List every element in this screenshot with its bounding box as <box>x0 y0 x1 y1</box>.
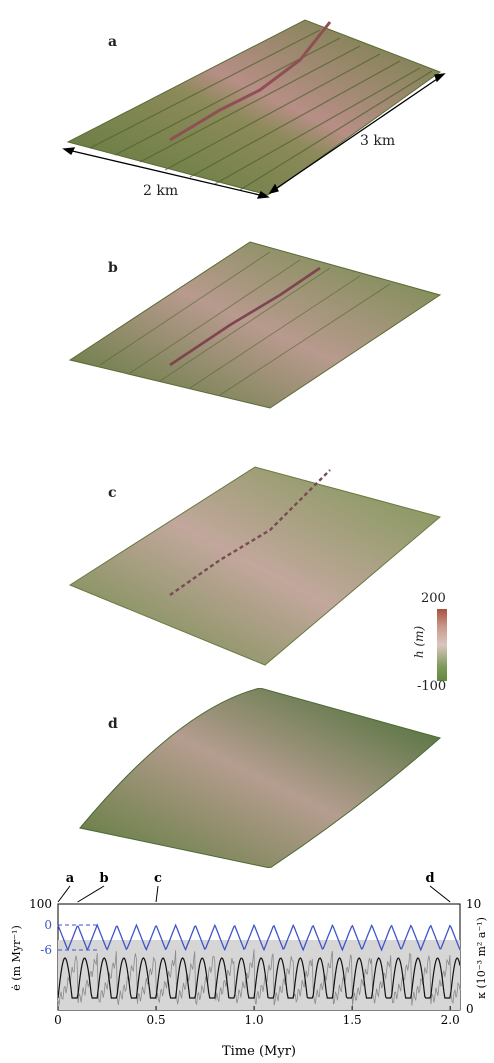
marker-arrow-d <box>429 885 451 903</box>
panel-d: d <box>0 688 494 868</box>
series-blue-line <box>57 923 461 952</box>
panel-b: b <box>0 230 494 430</box>
panel-a: a 2 km 3 <box>0 0 494 215</box>
panel-d-label: d <box>108 716 118 732</box>
shaded-band <box>58 940 460 1010</box>
x-tick-label: 0.5 <box>147 1013 166 1027</box>
colorbar-title: h (m) <box>412 625 427 659</box>
colorbar-min-label: -100 <box>417 679 447 694</box>
y-left-tick-neg6: -6 <box>40 943 52 957</box>
main-ridge-a <box>169 21 332 142</box>
terrain-a <box>62 19 446 199</box>
time-markers: a b c d <box>57 871 451 903</box>
main-ridge-b <box>169 266 321 367</box>
marker-arrow-b <box>77 885 105 903</box>
marker-arrow-c <box>155 885 159 903</box>
terrain-surface-c <box>68 466 442 666</box>
panel-c: c <box>0 455 494 670</box>
terrain-d <box>79 688 442 868</box>
series-black-line <box>57 957 461 999</box>
marker-label-c: c <box>154 871 162 886</box>
panel-a-label: a <box>108 34 118 50</box>
series-group <box>57 923 461 1006</box>
width-dimension-label: 2 km <box>143 183 179 199</box>
terrain-surface-d <box>79 688 442 868</box>
y-right-tick-10: 10 <box>466 897 481 911</box>
panel-b-label: b <box>108 260 118 276</box>
terrain-surface-b <box>68 241 442 409</box>
y-left-tick-0: 0 <box>44 918 52 932</box>
x-tick-label: 0 <box>54 1013 62 1027</box>
x-ticks: 0 0.5 1.0 1.5 2.0 <box>54 1006 460 1027</box>
panel-c-label: c <box>108 485 117 501</box>
terrain-surface-a <box>66 19 442 196</box>
colorbar-max-label: 200 <box>421 591 446 606</box>
y-left-tick-100: 100 <box>29 897 52 911</box>
series-gray-line <box>57 949 461 1006</box>
dimension-arrows <box>62 73 446 199</box>
y-left-axis-label: ė (m Myr⁻¹) <box>10 925 23 990</box>
x-tick-label: 2.0 <box>441 1013 460 1027</box>
marker-label-b: b <box>99 871 108 886</box>
x-tick-label: 1.5 <box>343 1013 362 1027</box>
x-tick-label: 1.0 <box>245 1013 264 1027</box>
terrain-b <box>68 241 442 409</box>
chart-svg: a b c d 0 0.5 1.0 1.5 2.0 100 0 -6 10 0 Time (M… <box>10 871 488 1059</box>
y-right-axis-label: κ (10⁻³ m² a⁻¹) <box>475 917 488 999</box>
marker-arrow-a <box>57 885 71 903</box>
x-axis-label: Time (Myr) <box>222 1044 296 1059</box>
marker-label-a: a <box>66 871 75 886</box>
colorbar-gradient <box>437 609 447 681</box>
main-ridge-c <box>169 469 331 596</box>
colorbar: 200 h (m) -100 <box>412 591 475 694</box>
marker-label-d: d <box>425 871 434 886</box>
y-right-tick-0: 0 <box>466 1002 474 1016</box>
terrain-c <box>68 466 442 666</box>
time-series-chart: a b c d 0 0.5 1.0 1.5 2.0 100 0 -6 10 0 Time (M… <box>0 868 494 1059</box>
length-dimension-label: 3 km <box>360 133 396 149</box>
